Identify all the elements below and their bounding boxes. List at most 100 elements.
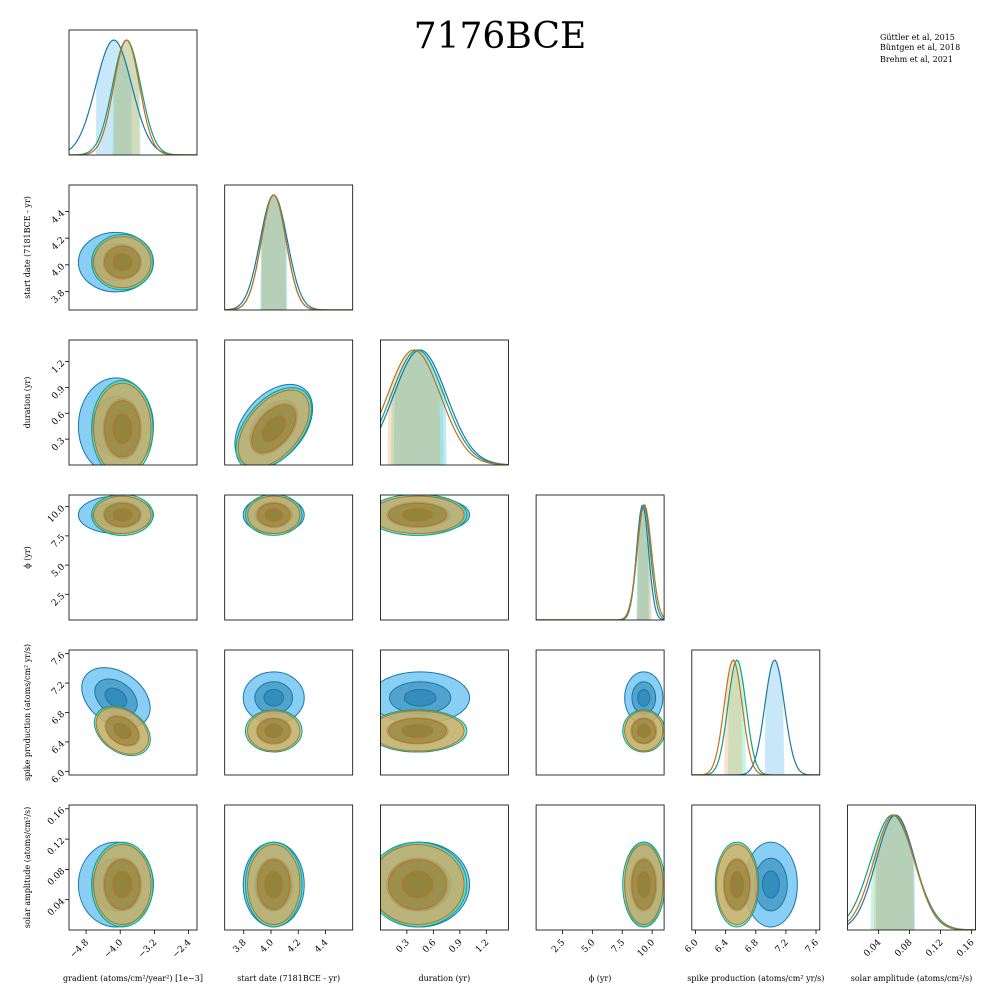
y-tick-label: 0.3 <box>50 436 67 453</box>
y-tick-label: 0.6 <box>50 410 67 427</box>
y-tick-label: 5.0 <box>50 562 67 579</box>
y-axis-label-start: start date (7181BCE - yr) <box>23 196 32 299</box>
panel-frame <box>68 339 198 466</box>
y-tick-label: 0.12 <box>46 836 67 857</box>
x-axis-label-spike: spike production (atoms/cm² yr/s) <box>687 974 824 983</box>
legend: Güttler et al, 2015 Büntgen et al, 2018 … <box>880 33 960 64</box>
marginal-line-phi-bre <box>536 504 665 620</box>
marginal-line-duration-gut <box>380 349 509 465</box>
x-tick-label: 3.8 <box>232 938 249 955</box>
panel-start-solar: 3.8 4.0 4.2 4.4 start date (7181BCE - yr) <box>224 804 354 983</box>
x-tick-label: 6.0 <box>683 938 700 955</box>
chart-title: 7176BCE <box>414 16 587 57</box>
panel-frame <box>847 804 976 931</box>
y-tick-label: 4.2 <box>50 235 67 252</box>
legend-entry-buntgen: Büntgen et al, 2018 <box>880 43 960 52</box>
panel-frame <box>224 804 354 931</box>
panel-frame <box>68 494 198 621</box>
panel-frame <box>535 649 665 776</box>
marginal-line-start-bre <box>224 194 353 310</box>
contour-start-phi-bre-2 <box>264 508 283 522</box>
panel-frame <box>379 649 509 776</box>
marginal-band-phi-bre <box>637 505 652 620</box>
y-tick-label: 6.0 <box>50 768 67 785</box>
legend-entry-guttler: Güttler et al, 2015 <box>880 33 955 42</box>
contour-phi-spike-gut-2 <box>637 689 651 707</box>
x-tick-label: 7.6 <box>804 938 821 955</box>
marginal-band-spike-bre <box>724 660 743 775</box>
x-tick-label: 6.8 <box>744 938 761 955</box>
y-axis-label-phi: ϕ (yr) <box>23 546 32 569</box>
contour-gradient-phi-bre-2 <box>112 508 133 522</box>
marginal-band-solar-gut <box>876 815 915 930</box>
y-tick-label: 7.6 <box>50 651 67 668</box>
panel-duration-phi <box>379 494 509 621</box>
x-axis-label-gradient: gradient (atoms/cm²/year²) [1e−3] <box>63 974 203 983</box>
x-tick-label: 4.4 <box>313 938 330 955</box>
y-tick-label: 6.4 <box>50 739 67 756</box>
x-tick-label: −3.2 <box>137 938 160 961</box>
y-axis-label-spike: spike production (atoms/cm² yr/s) <box>23 644 32 781</box>
panel-start-phi <box>224 494 354 621</box>
y-tick-label: 7.2 <box>50 680 67 697</box>
panel-gradient-phi: 2.5 5.0 7.5 10.0 ϕ (yr) <box>23 494 198 621</box>
x-tick-label: 6.4 <box>713 938 730 955</box>
x-tick-label: 7.5 <box>610 938 627 955</box>
contour-gradient-spike-bre-2 <box>113 722 132 739</box>
x-axis-label-solar: solar amplitude (atoms/cm²/s) <box>851 974 972 983</box>
panel-frame <box>68 804 198 931</box>
contour-duration-spike-bre-2 <box>402 723 433 738</box>
panel-frame <box>379 494 509 621</box>
contour-gradient-start-bre-2 <box>112 253 133 271</box>
marginal-band-spike-bun <box>727 660 747 775</box>
marginal-band-phi-gut <box>636 505 649 620</box>
panel-start-spike <box>224 649 354 776</box>
panel-frame <box>68 29 198 156</box>
marginal-band-duration-bun <box>390 350 444 465</box>
panel-start-start <box>224 184 354 311</box>
contour-phi-solar-bre-2 <box>637 871 651 898</box>
contour-duration-phi-bre-2 <box>402 508 433 522</box>
marginal-band-gradient-bun <box>112 40 141 155</box>
marginal-line-duration-bre <box>380 349 509 465</box>
x-axis-label-start: start date (7181BCE - yr) <box>237 974 340 983</box>
contour-spike-solar-bre-2 <box>729 871 745 898</box>
legend-entry-brehm: Brehm et al, 2021 <box>880 55 953 64</box>
contour-gradient-spike-gut-2 <box>104 687 128 708</box>
x-tick-label: 0.9 <box>448 938 465 955</box>
contour-duration-spike-gut-2 <box>403 689 437 707</box>
panel-frame <box>224 494 354 621</box>
contour-duration-solar-bre-2 <box>402 871 433 898</box>
panel-spike-solar: 6.0 6.4 6.8 7.2 7.6 spike production (atoms/c… <box>683 804 824 983</box>
contour-phi-spike-bre-2 <box>637 723 651 738</box>
y-tick-label: 0.16 <box>46 806 67 827</box>
x-tick-label: −2.4 <box>171 938 194 961</box>
panel-frame <box>691 649 821 776</box>
panel-frame <box>379 804 509 931</box>
x-tick-label: 0.12 <box>924 938 945 959</box>
x-tick-label: 5.0 <box>580 938 597 955</box>
contour-start-spike-gut-2 <box>263 689 284 707</box>
panel-frame <box>224 184 354 311</box>
x-tick-label: −4.0 <box>103 938 126 961</box>
panel-start-duration <box>224 339 354 466</box>
panel-phi-solar: 2.5 5.0 7.5 10.0 ϕ (yr) <box>535 804 665 983</box>
panel-duration-spike <box>379 649 509 776</box>
y-tick-label: 4.0 <box>50 262 67 279</box>
marginal-band-solar-bre <box>873 815 915 930</box>
contour-gradient-solar-bre-2 <box>112 871 133 898</box>
contour-start-duration-bre-2 <box>261 415 286 442</box>
x-tick-label: 0.16 <box>955 938 976 959</box>
y-tick-label: 1.2 <box>50 359 67 376</box>
panel-phi-spike <box>535 649 665 776</box>
x-axis-label-duration: duration (yr) <box>419 974 471 983</box>
panel-frame <box>68 184 198 311</box>
y-tick-label: 7.5 <box>50 533 67 550</box>
panel-frame <box>379 339 509 466</box>
marginal-line-spike-bun <box>691 659 820 775</box>
x-tick-label: 7.2 <box>774 938 791 955</box>
x-tick-label: 1.2 <box>474 938 491 955</box>
marginal-band-duration-bre <box>387 350 441 465</box>
contour-gradient-duration-bre-2 <box>112 413 133 444</box>
